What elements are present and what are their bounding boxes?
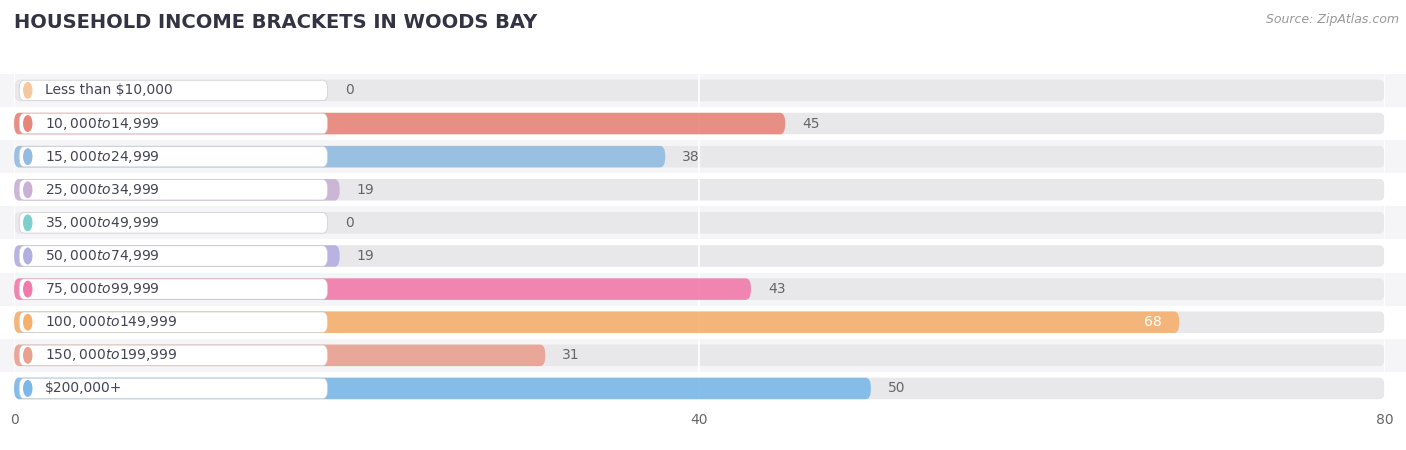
FancyBboxPatch shape — [0, 273, 1406, 306]
Text: 0: 0 — [344, 83, 353, 97]
Circle shape — [24, 381, 32, 396]
FancyBboxPatch shape — [14, 279, 1385, 300]
FancyBboxPatch shape — [0, 239, 1406, 273]
FancyBboxPatch shape — [20, 312, 328, 333]
FancyBboxPatch shape — [14, 345, 1385, 366]
Text: HOUSEHOLD INCOME BRACKETS IN WOODS BAY: HOUSEHOLD INCOME BRACKETS IN WOODS BAY — [14, 14, 537, 32]
Text: 45: 45 — [803, 117, 820, 130]
Circle shape — [24, 182, 32, 198]
FancyBboxPatch shape — [0, 140, 1406, 173]
FancyBboxPatch shape — [14, 378, 870, 399]
FancyBboxPatch shape — [0, 306, 1406, 339]
Text: $75,000 to $99,999: $75,000 to $99,999 — [45, 281, 160, 297]
Text: $15,000 to $24,999: $15,000 to $24,999 — [45, 148, 160, 165]
FancyBboxPatch shape — [20, 113, 328, 134]
Circle shape — [24, 149, 32, 164]
FancyBboxPatch shape — [14, 179, 340, 201]
FancyBboxPatch shape — [0, 372, 1406, 405]
Text: Less than $10,000: Less than $10,000 — [45, 83, 173, 97]
FancyBboxPatch shape — [0, 107, 1406, 140]
FancyBboxPatch shape — [14, 212, 1385, 234]
Text: $50,000 to $74,999: $50,000 to $74,999 — [45, 248, 160, 264]
FancyBboxPatch shape — [0, 74, 1406, 107]
FancyBboxPatch shape — [20, 279, 328, 299]
FancyBboxPatch shape — [14, 113, 785, 134]
Circle shape — [24, 315, 32, 330]
FancyBboxPatch shape — [14, 146, 665, 167]
FancyBboxPatch shape — [20, 246, 328, 266]
Text: $100,000 to $149,999: $100,000 to $149,999 — [45, 314, 177, 330]
Text: $35,000 to $49,999: $35,000 to $49,999 — [45, 215, 160, 231]
FancyBboxPatch shape — [14, 146, 1385, 167]
Circle shape — [24, 116, 32, 131]
Text: 19: 19 — [357, 249, 374, 263]
FancyBboxPatch shape — [0, 173, 1406, 206]
Text: 0: 0 — [344, 216, 353, 230]
FancyBboxPatch shape — [20, 345, 328, 365]
FancyBboxPatch shape — [20, 146, 328, 167]
Text: $200,000+: $200,000+ — [45, 382, 122, 396]
FancyBboxPatch shape — [20, 213, 328, 233]
Text: 68: 68 — [1144, 315, 1163, 329]
Text: Source: ZipAtlas.com: Source: ZipAtlas.com — [1265, 14, 1399, 27]
FancyBboxPatch shape — [14, 378, 1385, 399]
Text: 38: 38 — [682, 150, 700, 164]
FancyBboxPatch shape — [14, 311, 1385, 333]
Circle shape — [24, 281, 32, 297]
Text: $25,000 to $34,999: $25,000 to $34,999 — [45, 182, 160, 198]
FancyBboxPatch shape — [14, 345, 546, 366]
FancyBboxPatch shape — [14, 179, 1385, 201]
FancyBboxPatch shape — [14, 245, 340, 267]
Text: 19: 19 — [357, 183, 374, 197]
Circle shape — [24, 83, 32, 98]
FancyBboxPatch shape — [14, 311, 1180, 333]
FancyBboxPatch shape — [14, 113, 1385, 134]
Circle shape — [24, 248, 32, 264]
FancyBboxPatch shape — [20, 80, 328, 101]
Text: 31: 31 — [562, 348, 581, 362]
FancyBboxPatch shape — [14, 245, 1385, 267]
FancyBboxPatch shape — [14, 279, 751, 300]
FancyBboxPatch shape — [0, 339, 1406, 372]
Text: 50: 50 — [889, 382, 905, 396]
FancyBboxPatch shape — [14, 80, 1385, 101]
Text: $10,000 to $14,999: $10,000 to $14,999 — [45, 116, 160, 131]
FancyBboxPatch shape — [20, 180, 328, 200]
Text: 43: 43 — [768, 282, 786, 296]
Circle shape — [24, 215, 32, 231]
FancyBboxPatch shape — [0, 206, 1406, 239]
Circle shape — [24, 347, 32, 363]
FancyBboxPatch shape — [20, 378, 328, 399]
Text: $150,000 to $199,999: $150,000 to $199,999 — [45, 347, 177, 363]
